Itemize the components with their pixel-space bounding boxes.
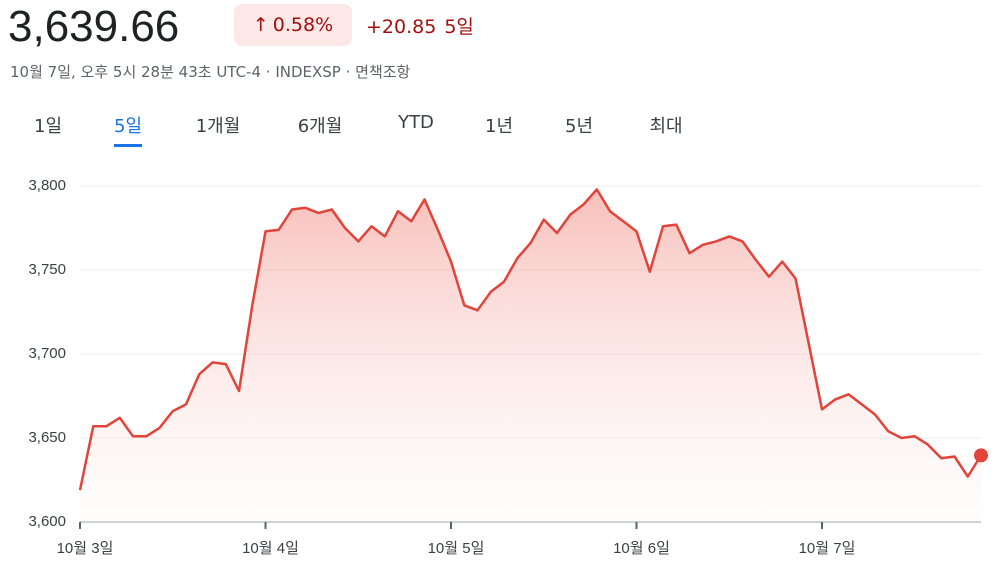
tab[interactable]: 최대 xyxy=(649,116,683,137)
tab[interactable]: YTD xyxy=(398,112,434,133)
y-tick-label: 3,800 xyxy=(28,177,66,194)
tab[interactable]: 6개월 xyxy=(297,116,343,137)
change-pill: ↑ 0.58% xyxy=(234,4,352,46)
x-tick-label: 10월 3일 xyxy=(57,540,114,557)
tab[interactable]: 1일 xyxy=(33,116,63,137)
x-tick-label: 10월 7일 xyxy=(799,540,856,557)
tab[interactable]: 1개월 xyxy=(195,116,241,137)
y-tick-label: 3,750 xyxy=(28,261,66,278)
price: 3,639.66 xyxy=(8,2,180,51)
arrow-icon: ↑ xyxy=(252,14,269,36)
change: +20.85 5일 xyxy=(366,12,482,39)
area xyxy=(80,189,981,522)
y-tick-label: 3,700 xyxy=(28,345,66,362)
change-period: 5일 xyxy=(444,16,474,38)
meta: 10월 7일, 오후 5시 28분 43초 UTC-4 · INDEXSP · … xyxy=(10,63,411,81)
tab[interactable]: 1년 xyxy=(484,116,514,137)
x-tick-label: 10월 5일 xyxy=(428,540,485,557)
tabs: 1일 5일 1개월 6개월 YTD 1년 5년 최대 xyxy=(0,112,999,147)
x-tick-label: 10월 4일 xyxy=(242,540,299,557)
y-tick-label: 3,600 xyxy=(28,513,66,530)
line xyxy=(78,188,983,491)
tab[interactable]: 5일 xyxy=(113,112,143,147)
tab[interactable]: 5년 xyxy=(564,116,594,137)
last-point xyxy=(974,448,988,463)
change-value: +20.85 xyxy=(366,16,437,38)
x-tick-label: 10월 6일 xyxy=(613,540,670,557)
change-pct: 0.58% xyxy=(272,14,334,36)
y-tick-label: 3,650 xyxy=(28,429,66,446)
